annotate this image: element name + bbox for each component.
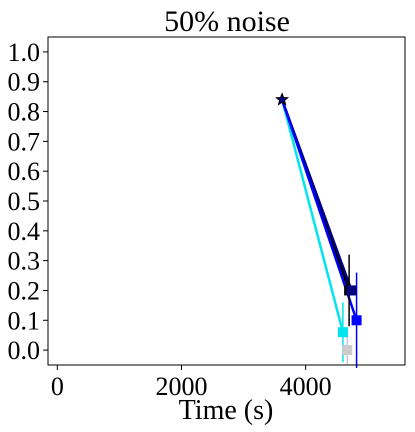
y-tick-label: 0.9: [8, 68, 41, 97]
x-tick-label: 0: [51, 372, 64, 401]
start-point: [275, 92, 290, 106]
y-tick-label: 0.2: [8, 276, 41, 305]
y-tick-label: 0.5: [8, 187, 41, 216]
y-tick-label: 0.3: [8, 247, 41, 276]
x-axis-label: Time (s): [179, 395, 274, 426]
plot-layer: [275, 92, 362, 368]
end-point-3: [351, 315, 362, 326]
end-point-2: [346, 285, 357, 296]
y-tick-label: 1.0: [8, 38, 41, 67]
end-point-0: [337, 327, 348, 338]
y-tick-label: 0.4: [8, 217, 41, 246]
series-line-3: [280, 99, 358, 321]
plot-frame: [47, 36, 406, 366]
x-tick-label: 2000: [155, 372, 207, 401]
y-tick-label: 0.7: [8, 127, 41, 156]
y-tick-label: 0.8: [8, 98, 41, 127]
y-tick-label: 0.6: [8, 157, 41, 186]
axis-layer: 0.00.10.20.30.40.50.60.70.80.91.0 0 2000 40…: [8, 38, 332, 401]
y-tick-label: 0.1: [8, 306, 41, 335]
chart-title: 50% noise: [164, 5, 290, 38]
series-line-0: [280, 99, 345, 333]
y-tick-label: 0.0: [8, 336, 41, 365]
x-tick-label: 4000: [280, 372, 332, 401]
extra-point-0: [342, 345, 353, 356]
